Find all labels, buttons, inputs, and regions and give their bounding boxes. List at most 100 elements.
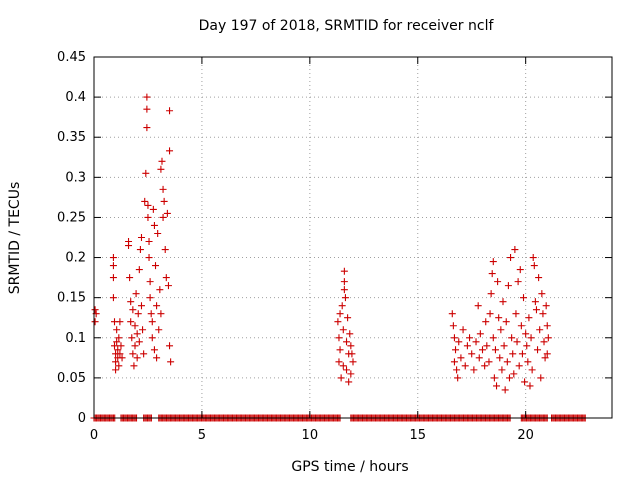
data-point — [515, 362, 523, 370]
data-point — [146, 294, 154, 302]
data-point — [511, 246, 519, 254]
data-point — [161, 246, 169, 254]
data-point — [336, 310, 344, 318]
data-point — [489, 334, 497, 342]
data-point — [516, 266, 524, 274]
data-point — [130, 362, 138, 370]
data-point — [349, 358, 357, 366]
data-point — [500, 342, 508, 350]
data-point — [490, 374, 498, 382]
data-point — [166, 107, 174, 115]
data-point — [512, 310, 520, 318]
data-point — [522, 330, 530, 338]
data-point — [468, 350, 476, 358]
data-point — [450, 334, 458, 342]
data-point — [133, 330, 141, 338]
data-point — [509, 350, 517, 358]
data-point — [340, 286, 348, 294]
data-point — [543, 322, 551, 330]
y-tick-label: 0.35 — [57, 130, 86, 145]
data-point — [504, 282, 512, 290]
data-point — [147, 310, 155, 318]
data-point — [336, 346, 344, 354]
data-point — [146, 278, 154, 286]
data-point — [137, 234, 145, 241]
data-point — [517, 322, 525, 330]
data-point — [167, 358, 175, 366]
data-point — [455, 338, 463, 346]
data-point — [346, 330, 354, 338]
data-point — [479, 346, 486, 354]
data-point — [114, 346, 122, 354]
data-point — [498, 366, 506, 374]
data-point — [127, 318, 135, 326]
data-point — [466, 334, 474, 342]
data-point — [513, 338, 521, 346]
data-point — [158, 157, 166, 165]
data-point — [116, 318, 124, 326]
data-point — [109, 274, 117, 282]
data-point — [113, 338, 121, 346]
data-point — [514, 278, 522, 286]
chart-title: Day 197 of 2018, SRMTID for receiver ncl… — [199, 18, 495, 34]
data-point — [531, 298, 539, 306]
data-point — [125, 242, 133, 250]
data-point — [128, 334, 136, 342]
data-point — [343, 338, 351, 346]
data-point — [153, 302, 161, 310]
data-point — [133, 354, 141, 362]
data-point — [491, 346, 499, 354]
data-point — [463, 342, 471, 350]
data-point — [452, 346, 460, 354]
data-point — [486, 310, 494, 318]
data-point — [494, 278, 502, 286]
data-point — [453, 366, 461, 374]
plot-frame — [93, 56, 613, 419]
data-point — [166, 147, 174, 155]
data-point — [112, 358, 120, 366]
x-tick-label: 10 — [302, 428, 319, 443]
data-point — [132, 290, 140, 298]
data-point — [166, 342, 174, 350]
data-point — [335, 358, 343, 366]
data-point — [448, 310, 456, 318]
data-point — [526, 382, 534, 390]
x-tick-label: 0 — [90, 428, 98, 443]
data-point — [537, 374, 545, 382]
data-point — [487, 290, 495, 298]
data-point — [543, 350, 551, 358]
data-point — [143, 105, 151, 113]
y-tick-label: 0 — [78, 411, 86, 426]
data-point — [459, 326, 467, 334]
data-point — [508, 334, 516, 342]
data-point — [449, 322, 457, 330]
data-point — [474, 302, 482, 310]
y-tick-label: 0.2 — [65, 251, 86, 266]
data-point — [335, 334, 343, 342]
x-tick-label: 15 — [409, 428, 426, 443]
data-point — [91, 306, 99, 314]
data-point — [544, 334, 552, 342]
y-tick-label: 0.4 — [65, 90, 86, 105]
data-point — [148, 318, 156, 326]
data-point — [145, 254, 153, 262]
data-points — [91, 93, 552, 394]
data-point — [144, 213, 152, 221]
data-point — [109, 294, 117, 302]
data-point — [150, 221, 158, 229]
data-point — [339, 326, 347, 334]
data-point — [536, 326, 544, 334]
y-tick-label: 0.3 — [65, 170, 86, 185]
data-point — [503, 358, 511, 366]
data-point — [530, 262, 538, 270]
grid-lines — [94, 57, 612, 418]
data-point — [127, 298, 135, 306]
y-tick-label: 0.45 — [57, 50, 86, 65]
data-point — [148, 334, 156, 342]
data-point — [150, 346, 158, 354]
data-point — [338, 302, 346, 310]
data-point — [495, 314, 503, 322]
data-point — [343, 366, 351, 374]
data-point — [518, 350, 526, 358]
